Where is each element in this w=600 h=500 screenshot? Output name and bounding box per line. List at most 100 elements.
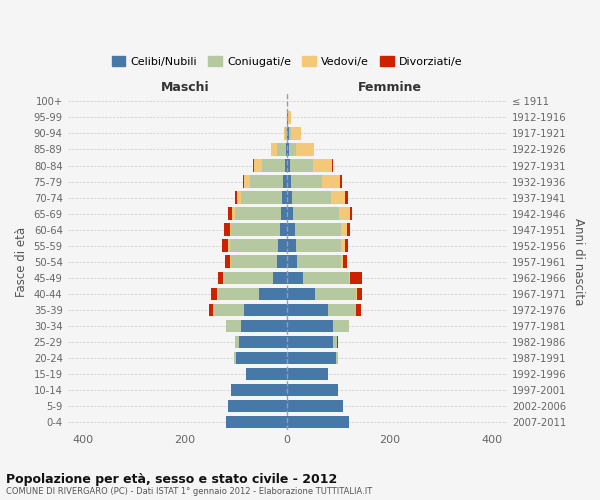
- Bar: [350, 272, 362, 284]
- Bar: [211, 288, 217, 300]
- Bar: [289, 143, 296, 156]
- Bar: [223, 240, 229, 252]
- Bar: [284, 127, 285, 140]
- Bar: [340, 176, 343, 188]
- Bar: [287, 256, 298, 268]
- Bar: [337, 336, 338, 348]
- Bar: [235, 336, 239, 348]
- Bar: [280, 224, 287, 236]
- Bar: [283, 176, 287, 188]
- Bar: [254, 160, 262, 172]
- Bar: [287, 127, 289, 140]
- Bar: [235, 208, 281, 220]
- Bar: [287, 336, 333, 348]
- Bar: [295, 224, 341, 236]
- Bar: [340, 208, 350, 220]
- Bar: [235, 192, 237, 204]
- Bar: [253, 160, 254, 172]
- Text: Popolazione per età, sesso e stato civile - 2012: Popolazione per età, sesso e stato civil…: [6, 472, 337, 486]
- Bar: [345, 192, 347, 204]
- Bar: [237, 192, 241, 204]
- Bar: [241, 192, 282, 204]
- Bar: [225, 256, 230, 268]
- Bar: [287, 400, 343, 412]
- Bar: [287, 192, 292, 204]
- Bar: [228, 208, 232, 220]
- Bar: [224, 272, 273, 284]
- Bar: [226, 320, 241, 332]
- Bar: [293, 208, 340, 220]
- Bar: [333, 336, 337, 348]
- Bar: [232, 208, 235, 220]
- Y-axis label: Anni di nascita: Anni di nascita: [572, 218, 585, 306]
- Bar: [281, 208, 287, 220]
- Bar: [247, 368, 287, 380]
- Bar: [218, 288, 259, 300]
- Text: Femmine: Femmine: [358, 81, 421, 94]
- Bar: [296, 240, 341, 252]
- Bar: [287, 208, 293, 220]
- Bar: [224, 224, 230, 236]
- Bar: [296, 143, 314, 156]
- Bar: [231, 384, 287, 396]
- Bar: [290, 160, 313, 172]
- Bar: [292, 176, 322, 188]
- Bar: [356, 304, 361, 316]
- Bar: [357, 288, 362, 300]
- Bar: [289, 127, 292, 140]
- Bar: [332, 160, 333, 172]
- Bar: [218, 272, 223, 284]
- Bar: [241, 320, 287, 332]
- Bar: [287, 272, 302, 284]
- Legend: Celibi/Nubili, Coniugati/e, Vedovi/e, Divorziati/e: Celibi/Nubili, Coniugati/e, Vedovi/e, Di…: [107, 52, 467, 72]
- Bar: [287, 304, 328, 316]
- Bar: [341, 240, 346, 252]
- Bar: [298, 256, 341, 268]
- Bar: [347, 224, 350, 236]
- Bar: [230, 240, 278, 252]
- Bar: [287, 352, 336, 364]
- Bar: [262, 160, 284, 172]
- Y-axis label: Fasce di età: Fasce di età: [15, 226, 28, 297]
- Bar: [226, 416, 287, 428]
- Bar: [231, 256, 277, 268]
- Bar: [229, 240, 230, 252]
- Bar: [333, 320, 349, 332]
- Bar: [287, 160, 290, 172]
- Bar: [341, 256, 343, 268]
- Bar: [286, 143, 287, 156]
- Bar: [239, 336, 287, 348]
- Bar: [350, 208, 352, 220]
- Bar: [287, 320, 333, 332]
- Bar: [229, 400, 287, 412]
- Bar: [287, 368, 328, 380]
- Bar: [356, 288, 357, 300]
- Bar: [282, 192, 287, 204]
- Bar: [213, 304, 244, 316]
- Bar: [336, 352, 338, 364]
- Bar: [209, 304, 213, 316]
- Bar: [277, 256, 287, 268]
- Bar: [233, 352, 236, 364]
- Bar: [328, 304, 356, 316]
- Bar: [292, 192, 331, 204]
- Bar: [230, 256, 231, 268]
- Bar: [278, 240, 287, 252]
- Bar: [271, 143, 277, 156]
- Bar: [287, 240, 296, 252]
- Bar: [217, 288, 218, 300]
- Bar: [236, 352, 287, 364]
- Bar: [273, 272, 287, 284]
- Bar: [223, 272, 224, 284]
- Bar: [284, 160, 287, 172]
- Bar: [287, 111, 288, 124]
- Bar: [231, 224, 280, 236]
- Bar: [322, 176, 340, 188]
- Bar: [313, 160, 332, 172]
- Bar: [349, 272, 350, 284]
- Bar: [230, 224, 231, 236]
- Bar: [288, 111, 291, 124]
- Bar: [277, 143, 286, 156]
- Bar: [244, 176, 250, 188]
- Bar: [243, 176, 244, 188]
